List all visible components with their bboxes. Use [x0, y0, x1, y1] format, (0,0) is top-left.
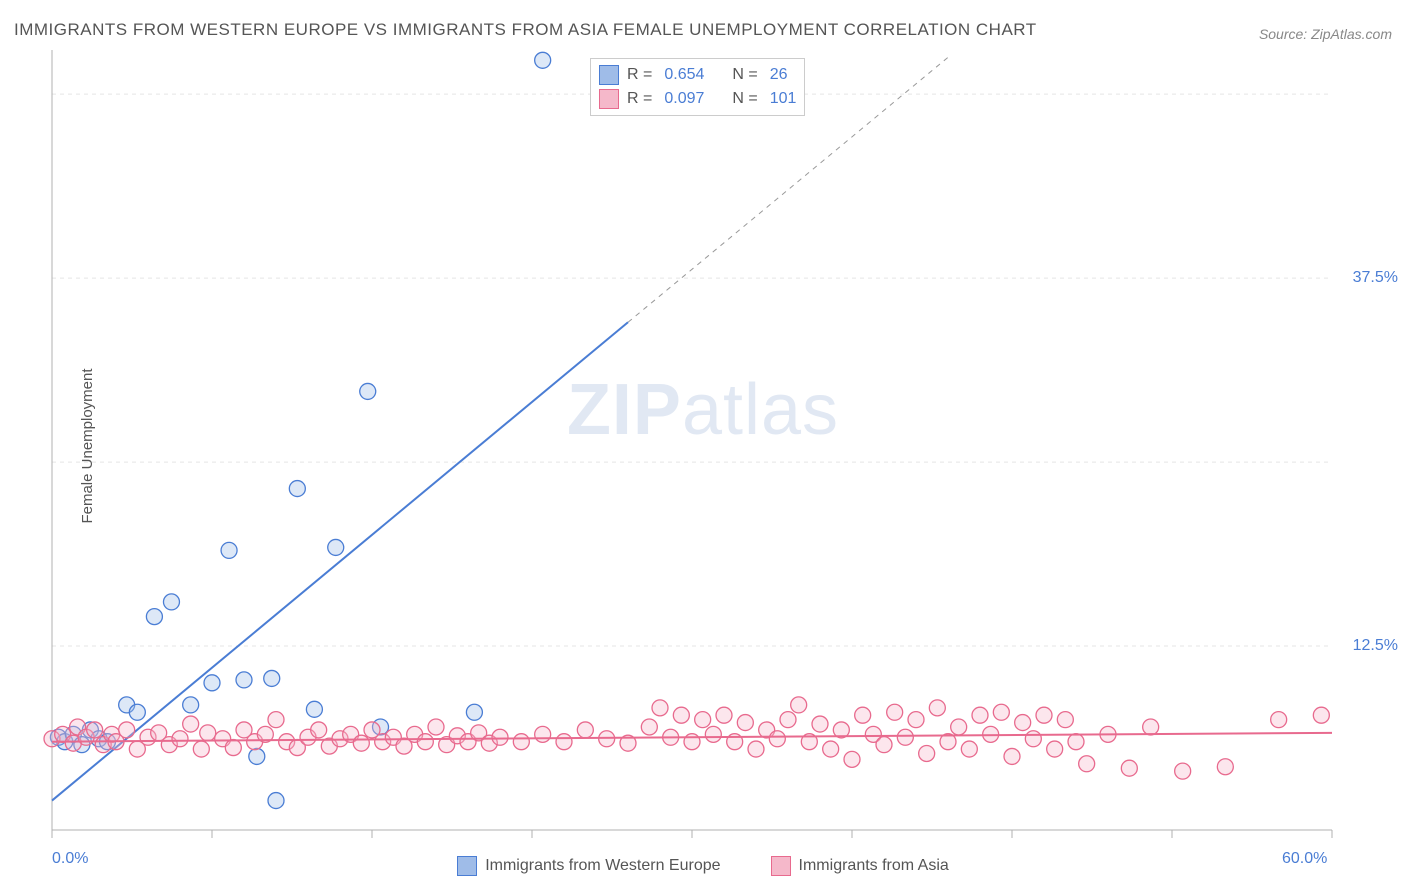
y-tick-label: 12.5% [1353, 637, 1398, 655]
legend-item-western-europe: Immigrants from Western Europe [457, 856, 720, 876]
source-attribution: Source: ZipAtlas.com [1259, 26, 1392, 42]
legend-item-asia: Immigrants from Asia [771, 856, 949, 876]
stat-row-western_europe: R =0.654N = 26 [599, 63, 796, 87]
legend-swatch-asia [771, 856, 791, 876]
stat-row-asia: R =0.097N = 101 [599, 87, 796, 111]
legend-label-asia: Immigrants from Asia [799, 857, 949, 875]
chart-title: IMMIGRANTS FROM WESTERN EUROPE VS IMMIGR… [14, 20, 1037, 40]
chart-container: IMMIGRANTS FROM WESTERN EUROPE VS IMMIGR… [0, 0, 1406, 892]
y-axis-tick-labels: 12.5% 37.5% [1338, 50, 1398, 830]
correlation-stat-box: R =0.654N = 26R =0.097N = 101 [590, 58, 805, 116]
scatter-svg [52, 50, 1332, 830]
legend-label-western-europe: Immigrants from Western Europe [485, 857, 720, 875]
legend-swatch-western-europe [457, 856, 477, 876]
bottom-legend: Immigrants from Western Europe Immigrant… [0, 856, 1406, 876]
stat-swatch-asia [599, 89, 619, 109]
stat-swatch-western_europe [599, 65, 619, 85]
plot-area [52, 50, 1332, 830]
y-tick-label: 37.5% [1353, 269, 1398, 287]
